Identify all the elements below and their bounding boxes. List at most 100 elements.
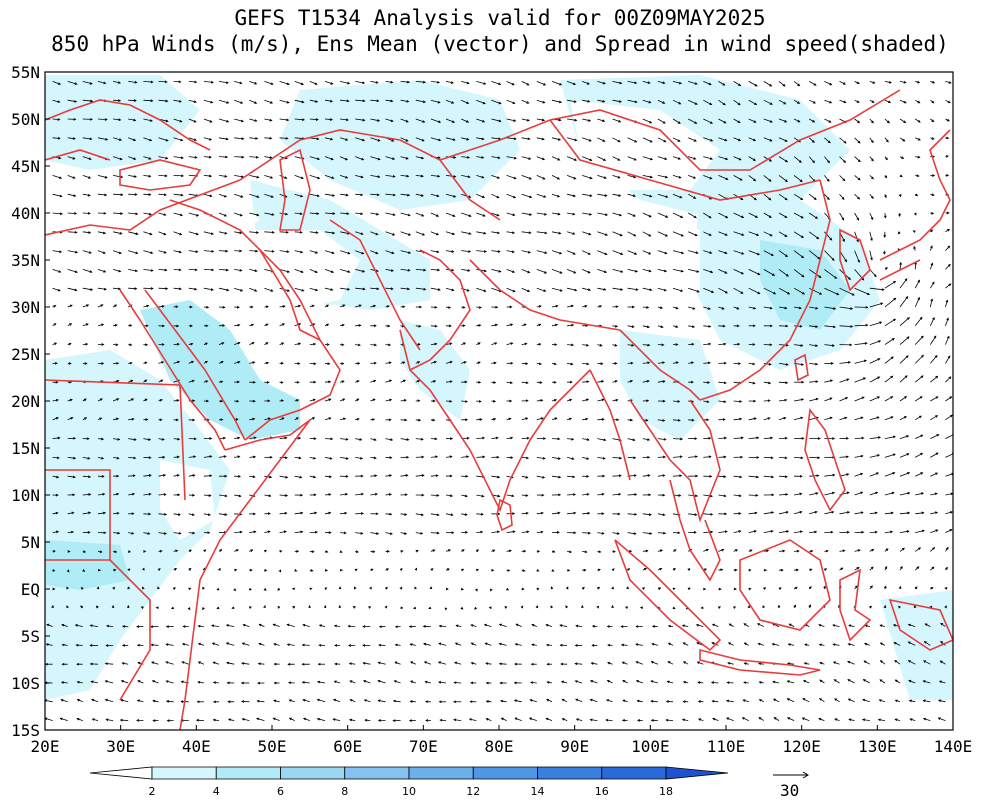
wind-vector-head xyxy=(544,231,548,235)
wind-vector-head xyxy=(51,604,54,609)
wind-vector xyxy=(869,531,878,533)
wind-vector-head xyxy=(876,416,880,419)
wind-vector-head xyxy=(648,269,652,273)
wind-vector xyxy=(657,99,665,104)
wind-vector xyxy=(895,679,901,684)
wind-vector xyxy=(128,231,138,235)
wind-vector-head xyxy=(422,233,426,236)
wind-vector-head xyxy=(834,698,838,701)
wind-vector-head xyxy=(705,548,709,552)
wind-vector xyxy=(52,99,60,103)
wind-vector-head xyxy=(739,400,743,403)
wind-vector xyxy=(287,624,295,627)
wind-vector xyxy=(567,438,574,440)
wind-vector xyxy=(590,680,598,684)
wind-vector-head xyxy=(938,699,942,703)
wind-vector-head xyxy=(74,100,78,103)
wind-vector xyxy=(794,493,802,496)
wind-vector xyxy=(203,287,214,291)
wind-vector-head xyxy=(659,549,664,552)
wind-vector-head xyxy=(512,530,516,534)
wind-vector xyxy=(113,532,120,534)
wind-vector-head xyxy=(707,361,711,365)
wind-vector xyxy=(324,99,333,102)
wind-vector-head xyxy=(920,452,924,456)
wind-vector xyxy=(839,81,846,85)
wind-vector-head xyxy=(52,587,56,591)
wind-vector xyxy=(627,231,636,237)
wind-vector-head xyxy=(389,532,393,535)
wind-vector-head xyxy=(946,317,949,321)
wind-vector-head xyxy=(387,324,391,328)
wind-vector-head xyxy=(188,587,192,591)
wind-vector xyxy=(334,680,341,684)
wind-vector xyxy=(158,438,165,441)
wind-vector-head xyxy=(209,120,213,123)
wind-vector xyxy=(839,193,845,200)
wind-vector-head xyxy=(879,321,883,325)
wind-vector-head xyxy=(470,662,474,665)
wind-vector xyxy=(279,193,287,198)
wind-vector-head xyxy=(499,699,504,703)
wind-vector xyxy=(430,456,438,458)
wind-vector-head xyxy=(145,324,149,328)
wind-vector xyxy=(506,287,516,292)
coast-new-guinea xyxy=(888,598,953,651)
wind-vector-head xyxy=(264,550,268,553)
wind-vector xyxy=(772,623,780,627)
wind-vector-head xyxy=(646,399,650,403)
wind-vector xyxy=(430,532,439,534)
wind-vector xyxy=(430,361,437,364)
wind-vector xyxy=(597,193,607,197)
wind-vector-head xyxy=(194,268,198,272)
wind-vector xyxy=(703,81,712,85)
wind-vector xyxy=(294,193,303,197)
wind-vector xyxy=(582,512,590,515)
wind-vector-head xyxy=(356,418,360,421)
wind-vector xyxy=(143,193,151,196)
wind-vector-head xyxy=(179,232,183,236)
wind-vector-head xyxy=(203,549,207,553)
wind-vector xyxy=(546,718,553,721)
wind-vector xyxy=(273,623,280,627)
wind-vector-head xyxy=(840,567,844,571)
wind-vector-head xyxy=(525,456,530,460)
wind-vector-head xyxy=(645,418,649,422)
wind-vector-head xyxy=(241,662,245,665)
wind-vector-head xyxy=(906,453,910,456)
wind-vector xyxy=(697,661,704,665)
wind-vector-head xyxy=(574,662,578,666)
wind-vector-head xyxy=(633,175,637,179)
wind-vector-head xyxy=(253,530,257,534)
wind-vector-head xyxy=(436,214,440,217)
wind-vector-head xyxy=(324,568,328,572)
wind-vector xyxy=(703,325,711,327)
wind-vector xyxy=(234,513,242,515)
wind-vector xyxy=(773,717,780,721)
wind-vector-head xyxy=(344,511,348,515)
wind-vector-head xyxy=(680,437,684,441)
wind-vector-head xyxy=(850,325,854,328)
wind-vector xyxy=(309,175,320,179)
wind-vector xyxy=(415,269,426,271)
wind-vector-head xyxy=(907,641,911,645)
wind-vector-head xyxy=(332,194,336,197)
wind-vector-head xyxy=(408,625,412,628)
lat-label: 30N xyxy=(11,298,40,317)
wind-vector-head xyxy=(448,324,452,328)
wind-vector xyxy=(400,250,411,254)
wind-vector xyxy=(521,287,530,292)
wind-vector-head xyxy=(800,398,805,401)
wind-vector-head xyxy=(708,436,712,440)
wind-vector-head xyxy=(145,418,149,421)
wind-vector xyxy=(567,212,575,215)
wind-vector xyxy=(218,250,228,252)
wind-vector xyxy=(778,175,788,182)
wind-vector xyxy=(778,250,788,257)
wind-vector-head xyxy=(914,586,918,590)
wind-vector-head xyxy=(209,194,213,198)
wind-vector-head xyxy=(606,680,610,683)
wind-vector-head xyxy=(74,212,78,215)
wind-vector xyxy=(309,343,316,345)
mask-tibet xyxy=(480,200,700,335)
